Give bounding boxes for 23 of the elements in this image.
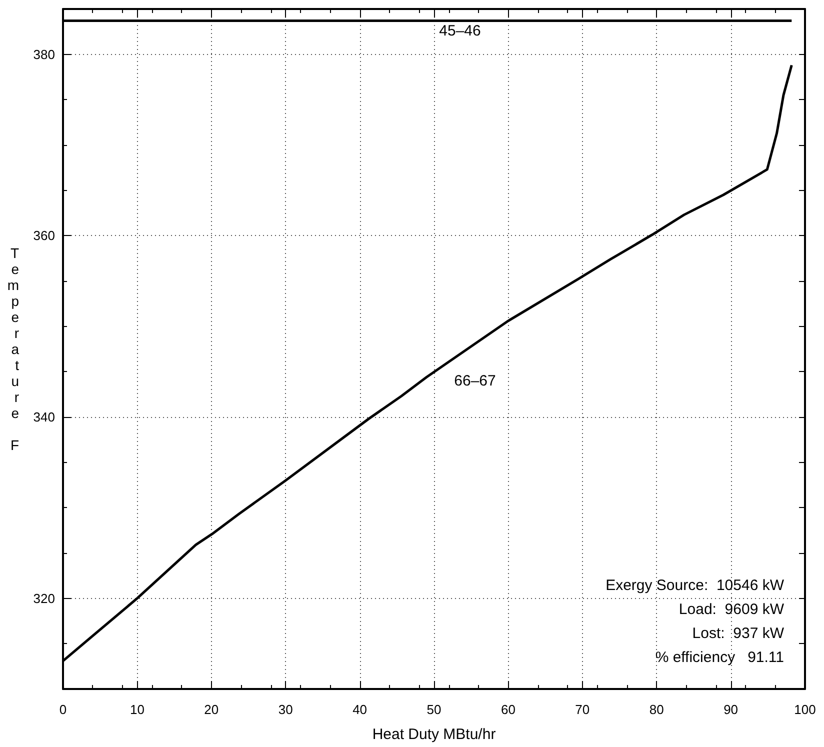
annotation: Lost: 937 kW (692, 625, 785, 642)
x-axis-title: Heat Duty MBtu/hr (372, 726, 496, 743)
x-tick-label: 60 (500, 702, 516, 717)
annotation: Exergy Source: 10546 kW (606, 577, 785, 594)
x-tick-label: 20 (204, 702, 219, 717)
annotation: % efficiency 91.11 (655, 649, 784, 666)
x-tick-label: 0 (59, 702, 67, 717)
y-tick-label: 320 (33, 590, 55, 606)
x-tick-label: 30 (278, 702, 293, 717)
annotation: Load: 9609 kW (678, 601, 785, 618)
y-tick-label: 340 (33, 410, 55, 424)
x-tick-label: 50 (426, 702, 442, 717)
x-tick-label: 90 (724, 702, 738, 717)
y-tick-label: 380 (33, 46, 55, 62)
x-tick-label: 10 (130, 702, 144, 717)
x-tick-label: 100 (794, 702, 816, 717)
text: Temperature F (7, 245, 19, 453)
annotation: 45–46 (439, 22, 481, 40)
x-tick-label: 80 (649, 702, 664, 717)
x-tick-label: 40 (352, 702, 368, 717)
y-tick-label: 360 (33, 228, 55, 244)
annotation: 66–67 (454, 372, 496, 390)
x-tick-label: 70 (575, 702, 590, 717)
